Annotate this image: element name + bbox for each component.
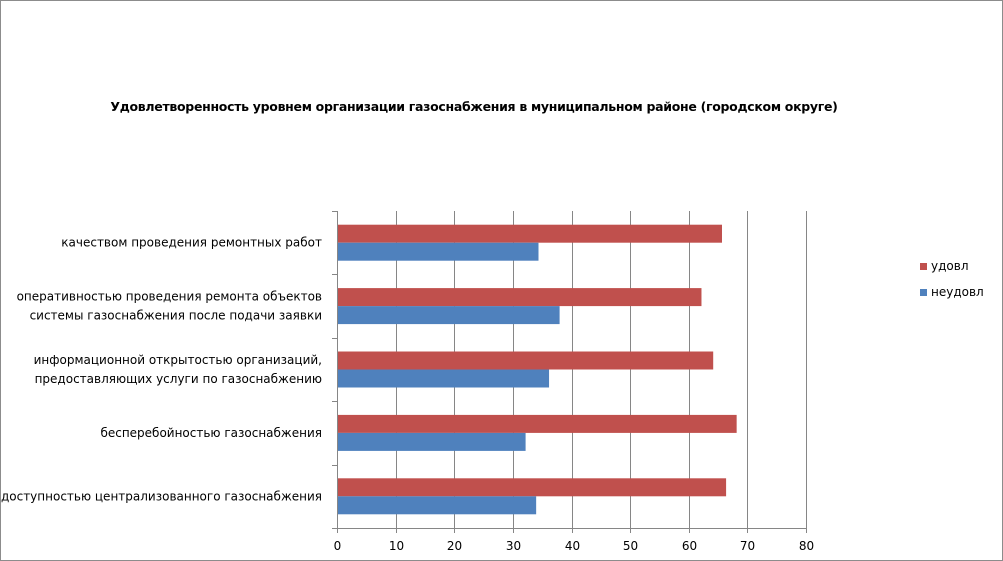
bar-udovl [338, 414, 737, 433]
x-tick-label: 0 [334, 539, 342, 553]
x-tick-label: 10 [389, 539, 404, 553]
bar-neudovl [338, 242, 539, 261]
bar-neudovl [338, 432, 526, 451]
legend: удовл неудовл [920, 259, 984, 299]
legend-swatch [920, 289, 927, 296]
category-labels: качеством проведения ремонтных работ опер… [1, 236, 322, 504]
x-tick-label: 70 [740, 539, 755, 553]
category-label: предоставляющих услуги по газоснабжению [35, 372, 322, 386]
x-tick-label: 30 [506, 539, 521, 553]
bar-neudovl [338, 496, 537, 515]
category-label: системы газоснабжения после подачи заявк… [30, 309, 322, 323]
category-label: информационной открытостью организаций, [34, 353, 322, 367]
category-label: бесперебойностью газоснабжения [100, 426, 322, 440]
x-tick-label: 50 [623, 539, 638, 553]
bar-udovl [338, 478, 727, 497]
x-tick-label: 20 [447, 539, 462, 553]
bars [338, 224, 737, 515]
bar-udovl [338, 288, 702, 307]
bar-udovl [338, 224, 722, 243]
legend-label: неудовл [931, 285, 984, 299]
x-tick-label: 40 [565, 539, 580, 553]
axes: 0 10 20 30 40 50 60 70 80 [332, 211, 814, 553]
bar-udovl [338, 351, 714, 370]
bar-neudovl [338, 369, 550, 388]
category-label: качеством проведения ремонтных работ [61, 236, 322, 250]
category-label: доступностью централизованного газоснабж… [1, 489, 322, 503]
legend-swatch [920, 263, 927, 270]
category-label: оперативностью проведения ремонта объект… [17, 290, 322, 304]
x-tick-label: 60 [682, 539, 697, 553]
chart-title: Удовлетворенность уровнем организации га… [110, 99, 838, 114]
bar-neudovl [338, 306, 560, 325]
x-tick-label: 80 [799, 539, 814, 553]
legend-label: удовл [931, 259, 968, 273]
